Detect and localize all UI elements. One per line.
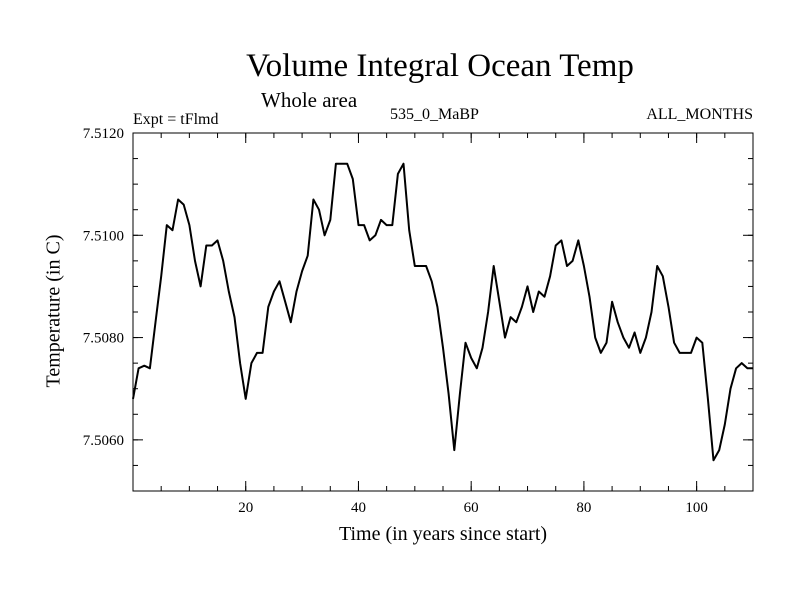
x-tick-label: 40	[351, 500, 366, 516]
x-tick-label: 60	[464, 500, 479, 516]
chart-title: Volume Integral Ocean Temp	[246, 48, 634, 84]
series-line	[132, 162, 753, 462]
plot-frame	[132, 132, 754, 492]
experiment-label: Expt = tFlmd	[133, 111, 219, 128]
axis-ticks: 7.5060 7.5080 7.5100 7.5120 20 40 60 80 100	[83, 126, 753, 516]
x-tick-label: 80	[576, 500, 591, 516]
months-label: ALL_MONTHS	[646, 106, 753, 123]
chart-subtitle: Whole area	[261, 88, 358, 112]
y-tick-label: 7.5060	[83, 433, 124, 449]
x-tick-label: 100	[685, 500, 708, 516]
x-axis-label: Time (in years since start)	[338, 523, 548, 545]
y-tick-label: 7.5120	[83, 126, 124, 142]
y-tick-label: 7.5080	[83, 331, 124, 347]
y-tick-label: 7.5100	[83, 228, 124, 244]
series-layer	[132, 162, 753, 462]
period-label: 535_0_MaBP	[390, 106, 479, 123]
x-tick-label: 20	[238, 500, 253, 516]
